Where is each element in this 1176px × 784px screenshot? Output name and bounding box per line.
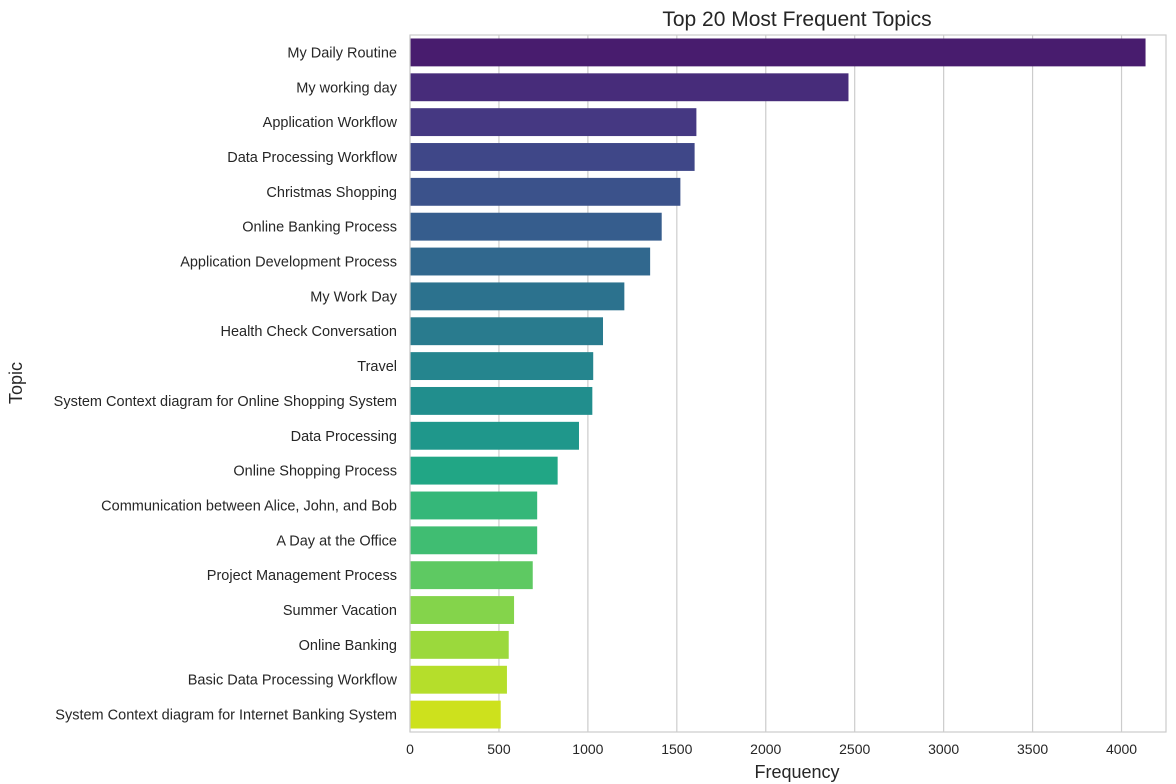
y-tick-label: Summer Vacation	[283, 603, 397, 619]
x-tick-label: 0	[406, 741, 414, 757]
x-tick-label: 3500	[1017, 741, 1048, 757]
y-tick-label: Online Shopping Process	[233, 464, 397, 480]
bar	[410, 456, 558, 485]
y-tick-label: Online Banking	[299, 638, 397, 654]
y-tick-label: My working day	[296, 80, 397, 96]
y-tick-label: Data Processing	[291, 429, 397, 445]
bar	[410, 526, 538, 555]
bar	[410, 386, 593, 415]
x-tick-label: 3000	[928, 741, 959, 757]
y-tick-label: My Daily Routine	[287, 45, 397, 61]
y-tick-label: Basic Data Processing Workflow	[188, 673, 398, 689]
y-tick-label: Travel	[357, 359, 397, 375]
y-tick-label: Data Processing Workflow	[227, 150, 397, 166]
y-tick-labels: My Daily Routine My working day Applicatio…	[54, 45, 398, 723]
x-tick-label: 1000	[572, 741, 603, 757]
y-tick-label: Christmas Shopping	[266, 185, 397, 201]
bar	[410, 73, 849, 102]
y-tick-label: Application Development Process	[180, 255, 397, 271]
y-tick-label: Health Check Conversation	[220, 324, 397, 340]
grid-lines	[409, 35, 1123, 732]
bar	[410, 108, 697, 137]
y-tick-label: Communication between Alice, John, and B…	[101, 498, 397, 514]
x-tick-label: 4000	[1106, 741, 1137, 757]
bar	[410, 630, 509, 659]
bar	[410, 38, 1146, 67]
plot-frame	[409, 34, 1167, 733]
y-tick-label: A Day at the Office	[276, 533, 397, 549]
bar	[410, 143, 695, 171]
x-tick-label: 500	[487, 741, 511, 757]
bar	[410, 282, 625, 311]
x-axis-label: Frequency	[754, 762, 839, 782]
y-axis-label: Topic	[6, 362, 26, 404]
bar	[410, 212, 662, 241]
y-tick-label: System Context diagram for Internet Bank…	[55, 708, 397, 724]
y-tick-label: My Work Day	[310, 289, 397, 305]
bar	[410, 247, 651, 276]
bar	[410, 177, 681, 206]
chart-title: Top 20 Most Frequent Topics	[662, 8, 931, 31]
bar	[410, 665, 507, 694]
x-tick-label: 2500	[839, 741, 870, 757]
bar	[410, 700, 501, 729]
x-tick-labels: 0 500 1000 1500 2000 2500 3000 3500 4000	[406, 741, 1137, 757]
bar	[410, 561, 533, 590]
y-tick-label: System Context diagram for Online Shoppi…	[54, 394, 397, 410]
bar	[410, 596, 515, 624]
y-tick-label: Application Workflow	[263, 115, 398, 131]
y-tick-label: Project Management Process	[207, 568, 397, 584]
x-tick-label: 1500	[661, 741, 692, 757]
bar	[410, 352, 594, 381]
bar	[410, 491, 538, 520]
bar	[410, 421, 579, 450]
y-tick-label: Online Banking Process	[242, 220, 397, 236]
bar	[410, 317, 604, 346]
x-tick-label: 2000	[750, 741, 781, 757]
bars	[410, 38, 1146, 729]
